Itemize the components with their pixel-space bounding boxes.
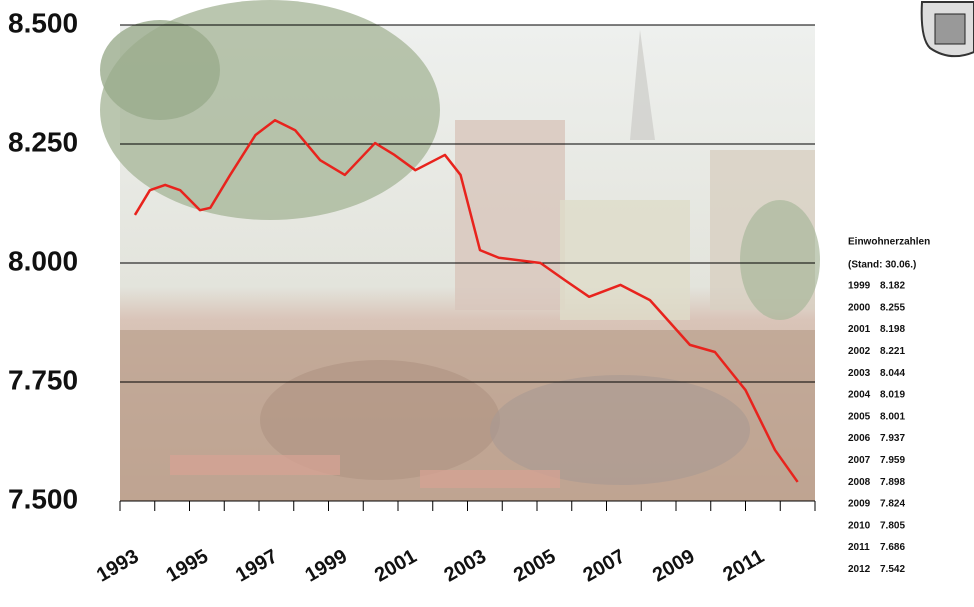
- table-value: 7.805: [880, 520, 905, 531]
- table-year: 2012: [848, 564, 871, 575]
- table-value: 7.959: [880, 455, 905, 466]
- table-year: 2010: [848, 520, 871, 531]
- table-value: 8.044: [880, 368, 905, 379]
- table-year: 2005: [848, 411, 871, 422]
- table-year: 2008: [848, 477, 871, 488]
- table-year: 2004: [848, 390, 871, 401]
- table-value: 7.898: [880, 477, 905, 488]
- y-tick-label: 8.500: [8, 7, 78, 38]
- table-value: 8.221: [880, 346, 905, 357]
- table-value: 8.019: [880, 390, 905, 401]
- x-tick-label: 2003: [440, 545, 490, 586]
- table-year: 2002: [848, 346, 871, 357]
- table-value: 8.255: [880, 302, 905, 313]
- x-tick-label: 2009: [649, 545, 699, 586]
- x-tick-label: 2011: [719, 545, 768, 586]
- x-tick-label: 1993: [93, 545, 143, 586]
- table-year: 2009: [848, 499, 871, 510]
- y-tick-label: 7.500: [8, 483, 78, 514]
- y-tick-label: 8.250: [8, 126, 78, 157]
- y-tick-label: 8.000: [8, 245, 78, 276]
- x-tick-label: 2007: [579, 545, 629, 586]
- x-tick-label: 2005: [510, 545, 560, 586]
- x-tick-label: 2001: [371, 545, 421, 586]
- table-value: 7.542: [880, 564, 905, 575]
- table-value: 8.001: [880, 411, 905, 422]
- y-tick-label: 7.750: [8, 364, 78, 395]
- table-value: 7.824: [880, 499, 905, 510]
- data-line: [133, 118, 799, 483]
- table-year: 2007: [848, 455, 871, 466]
- table-year: 1999: [848, 281, 871, 292]
- table-year: 2006: [848, 433, 871, 444]
- table-value: 8.198: [880, 324, 905, 335]
- x-tick-label: 1995: [162, 545, 212, 586]
- x-tick-label: 1997: [232, 545, 282, 586]
- table-year: 2011: [848, 542, 870, 553]
- table-value: 7.937: [880, 433, 905, 444]
- table-subtitle: (Stand: 30.06.): [848, 260, 916, 271]
- table-year: 2000: [848, 302, 871, 313]
- table-title: Einwohnerzahlen: [848, 237, 930, 248]
- coat-of-arms: [920, 1, 974, 58]
- x-tick-label: 1999: [301, 545, 351, 586]
- table-value: 8.182: [880, 281, 905, 292]
- table-year: 2001: [848, 324, 871, 335]
- table-year: 2003: [848, 368, 871, 379]
- background-photo: [100, 0, 820, 501]
- table-value: 7.686: [880, 542, 905, 553]
